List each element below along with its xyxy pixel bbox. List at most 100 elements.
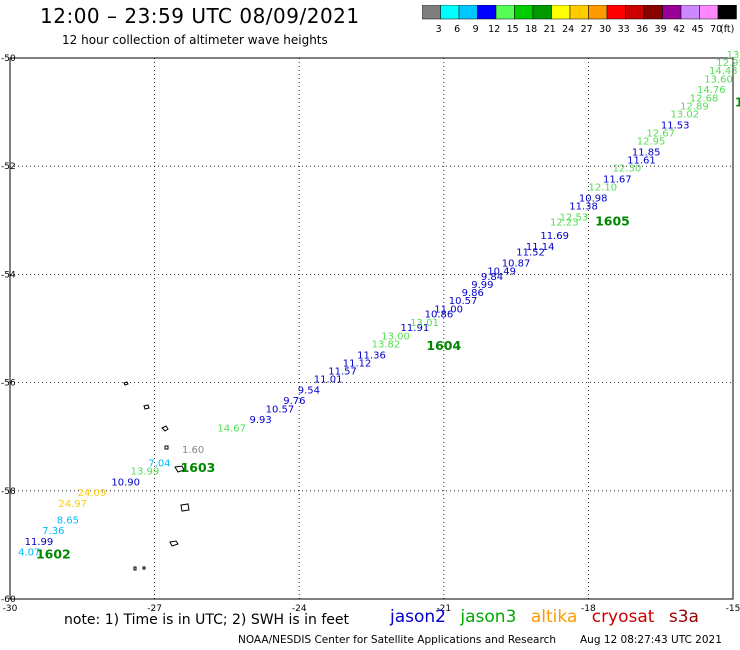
pass-number-label: 1602: [36, 546, 71, 561]
wave-height-label: 7.04: [148, 458, 170, 469]
island-outline: [133, 566, 137, 571]
wave-height-label: 11.91: [401, 323, 430, 334]
y-tick-label: -50: [1, 54, 16, 64]
x-tick-label: -18: [581, 604, 596, 614]
y-tick-label: -60: [1, 595, 16, 605]
colorbar-label: 45: [692, 24, 704, 35]
satellite-legend: jason2 jason3 altika cryosat s3a: [390, 607, 708, 627]
wave-height-label: 9.76: [283, 396, 305, 407]
wave-height-label: 12.95: [716, 58, 740, 69]
wave-height-label: 12.89: [680, 101, 709, 112]
wave-height-label: 13.02: [670, 110, 699, 121]
wave-height-label: 10.98: [579, 193, 608, 204]
satellite-jason3: jason3: [460, 607, 517, 627]
wave-height-label: 12.10: [589, 183, 618, 194]
wave-height-label: 11.12: [343, 358, 372, 369]
island-outline: [142, 566, 146, 570]
wave-height-label: 1.60: [182, 445, 204, 456]
wave-height-label: 10.86: [425, 310, 454, 321]
colorbar-label: 3: [436, 24, 442, 35]
wave-height-label: 11.67: [603, 174, 632, 185]
wave-height-label: 9.93: [250, 415, 272, 426]
colorbar-label: 42: [673, 24, 685, 35]
pass-number-label: 1606: [735, 95, 740, 110]
wave-height-label: 13.01: [410, 318, 439, 329]
wave-height-label: 13.82: [372, 339, 401, 350]
satellite-s3a: s3a: [668, 607, 699, 627]
colorbar-label: 70: [710, 24, 722, 35]
page-title: 12:00 – 23:59 UTC 08/09/2021: [40, 4, 360, 28]
wave-height-label: 11.01: [314, 375, 343, 386]
wave-height-label: 12.30: [613, 164, 642, 175]
pass-number-label: 1603: [181, 460, 216, 475]
wave-height-label: 11.99: [25, 537, 54, 548]
x-tick-label: -27: [147, 604, 162, 614]
credit-text: NOAA/NESDIS Center for Satellite Applica…: [238, 634, 556, 646]
wave-height-label: 12.67: [646, 128, 675, 139]
y-tick-label: -58: [1, 487, 16, 497]
island-outline: [143, 404, 150, 410]
colorbar-label: 30: [599, 24, 611, 35]
colorbar-label: 21: [544, 24, 556, 35]
wave-height-label: 13.60: [704, 74, 733, 85]
timestamp-text: Aug 12 08:27:43 UTC 2021: [580, 634, 722, 646]
wave-height-label: 10.57: [449, 296, 478, 307]
pass-number-label: 1604: [426, 338, 461, 353]
wave-height-label: 11.61: [627, 155, 656, 166]
colorbar-label: 24: [562, 24, 574, 35]
colorbar-label: 36: [636, 24, 648, 35]
wave-height-label: 11.53: [661, 120, 690, 131]
wave-height-label: 9.99: [471, 280, 493, 291]
wave-height-label: 12.53: [560, 212, 589, 223]
wave-height-label: 8.65: [57, 515, 79, 526]
x-tick-label: -30: [3, 604, 18, 614]
wave-height-label: 11.14: [526, 242, 555, 253]
y-tick-label: -54: [1, 270, 16, 280]
y-tick-label: -56: [1, 379, 16, 389]
colorbar-label: 33: [618, 24, 630, 35]
wave-height-label: 13.99: [131, 467, 160, 478]
colorbar-label: 39: [655, 24, 667, 35]
colorbar-label: 27: [581, 24, 593, 35]
wave-height-label: 11.00: [434, 304, 463, 315]
footnote: note: 1) Time is in UTC; 2) SWH is in fe…: [64, 612, 350, 628]
wave-height-label: 4.07: [18, 548, 40, 559]
page-subtitle: 12 hour collection of altimeter wave hei…: [62, 33, 328, 47]
wave-height-label: 9.84: [481, 272, 503, 283]
colorbar-swatch: [717, 5, 737, 20]
wave-height-label: 10.90: [111, 477, 140, 488]
wave-height-label: 12.68: [690, 93, 719, 104]
wave-height-label: 24.09: [78, 488, 107, 499]
plot-frame: [9, 57, 734, 600]
wave-height-label: 11.52: [516, 247, 545, 258]
colorbar-label: 12: [488, 24, 500, 35]
island-outline: [174, 465, 185, 473]
colorbar-label: 9: [473, 24, 479, 35]
pass-number-label: 1605: [595, 214, 630, 229]
island-outline: [123, 381, 129, 386]
wave-height-label: 11.69: [540, 231, 569, 242]
wave-height-label: 13.0: [727, 50, 740, 61]
wave-height-label: 13.00: [381, 331, 410, 342]
x-tick-label: -15: [726, 604, 740, 614]
wave-height-label: 11.57: [328, 366, 357, 377]
wave-height-label: 11.85: [632, 147, 661, 158]
wave-height-label: 9.54: [298, 385, 320, 396]
x-tick-label: -24: [292, 604, 307, 614]
satellite-jason2: jason2: [390, 607, 446, 627]
wave-height-label: 11.36: [357, 350, 386, 361]
island-outline: [164, 445, 169, 450]
wave-height-label: 9.86: [462, 288, 484, 299]
colorbar-label: 6: [454, 24, 460, 35]
wave-height-label: 14.43: [709, 66, 738, 77]
satellite-altika: altika: [530, 607, 578, 627]
colorbar-label: (ft): [720, 24, 734, 35]
island-outline: [169, 540, 179, 547]
y-tick-label: -52: [1, 162, 16, 172]
wave-height-label: 14.67: [217, 423, 246, 434]
wave-height-label: 10.49: [487, 266, 516, 277]
colorbar-legend: 3 6 9 12 15 18 21 24 27 30 33 36 39 42 45 70(ft): [422, 5, 737, 35]
wave-height-label: 14.76: [697, 85, 726, 96]
wave-height-label: 24.97: [58, 499, 87, 510]
